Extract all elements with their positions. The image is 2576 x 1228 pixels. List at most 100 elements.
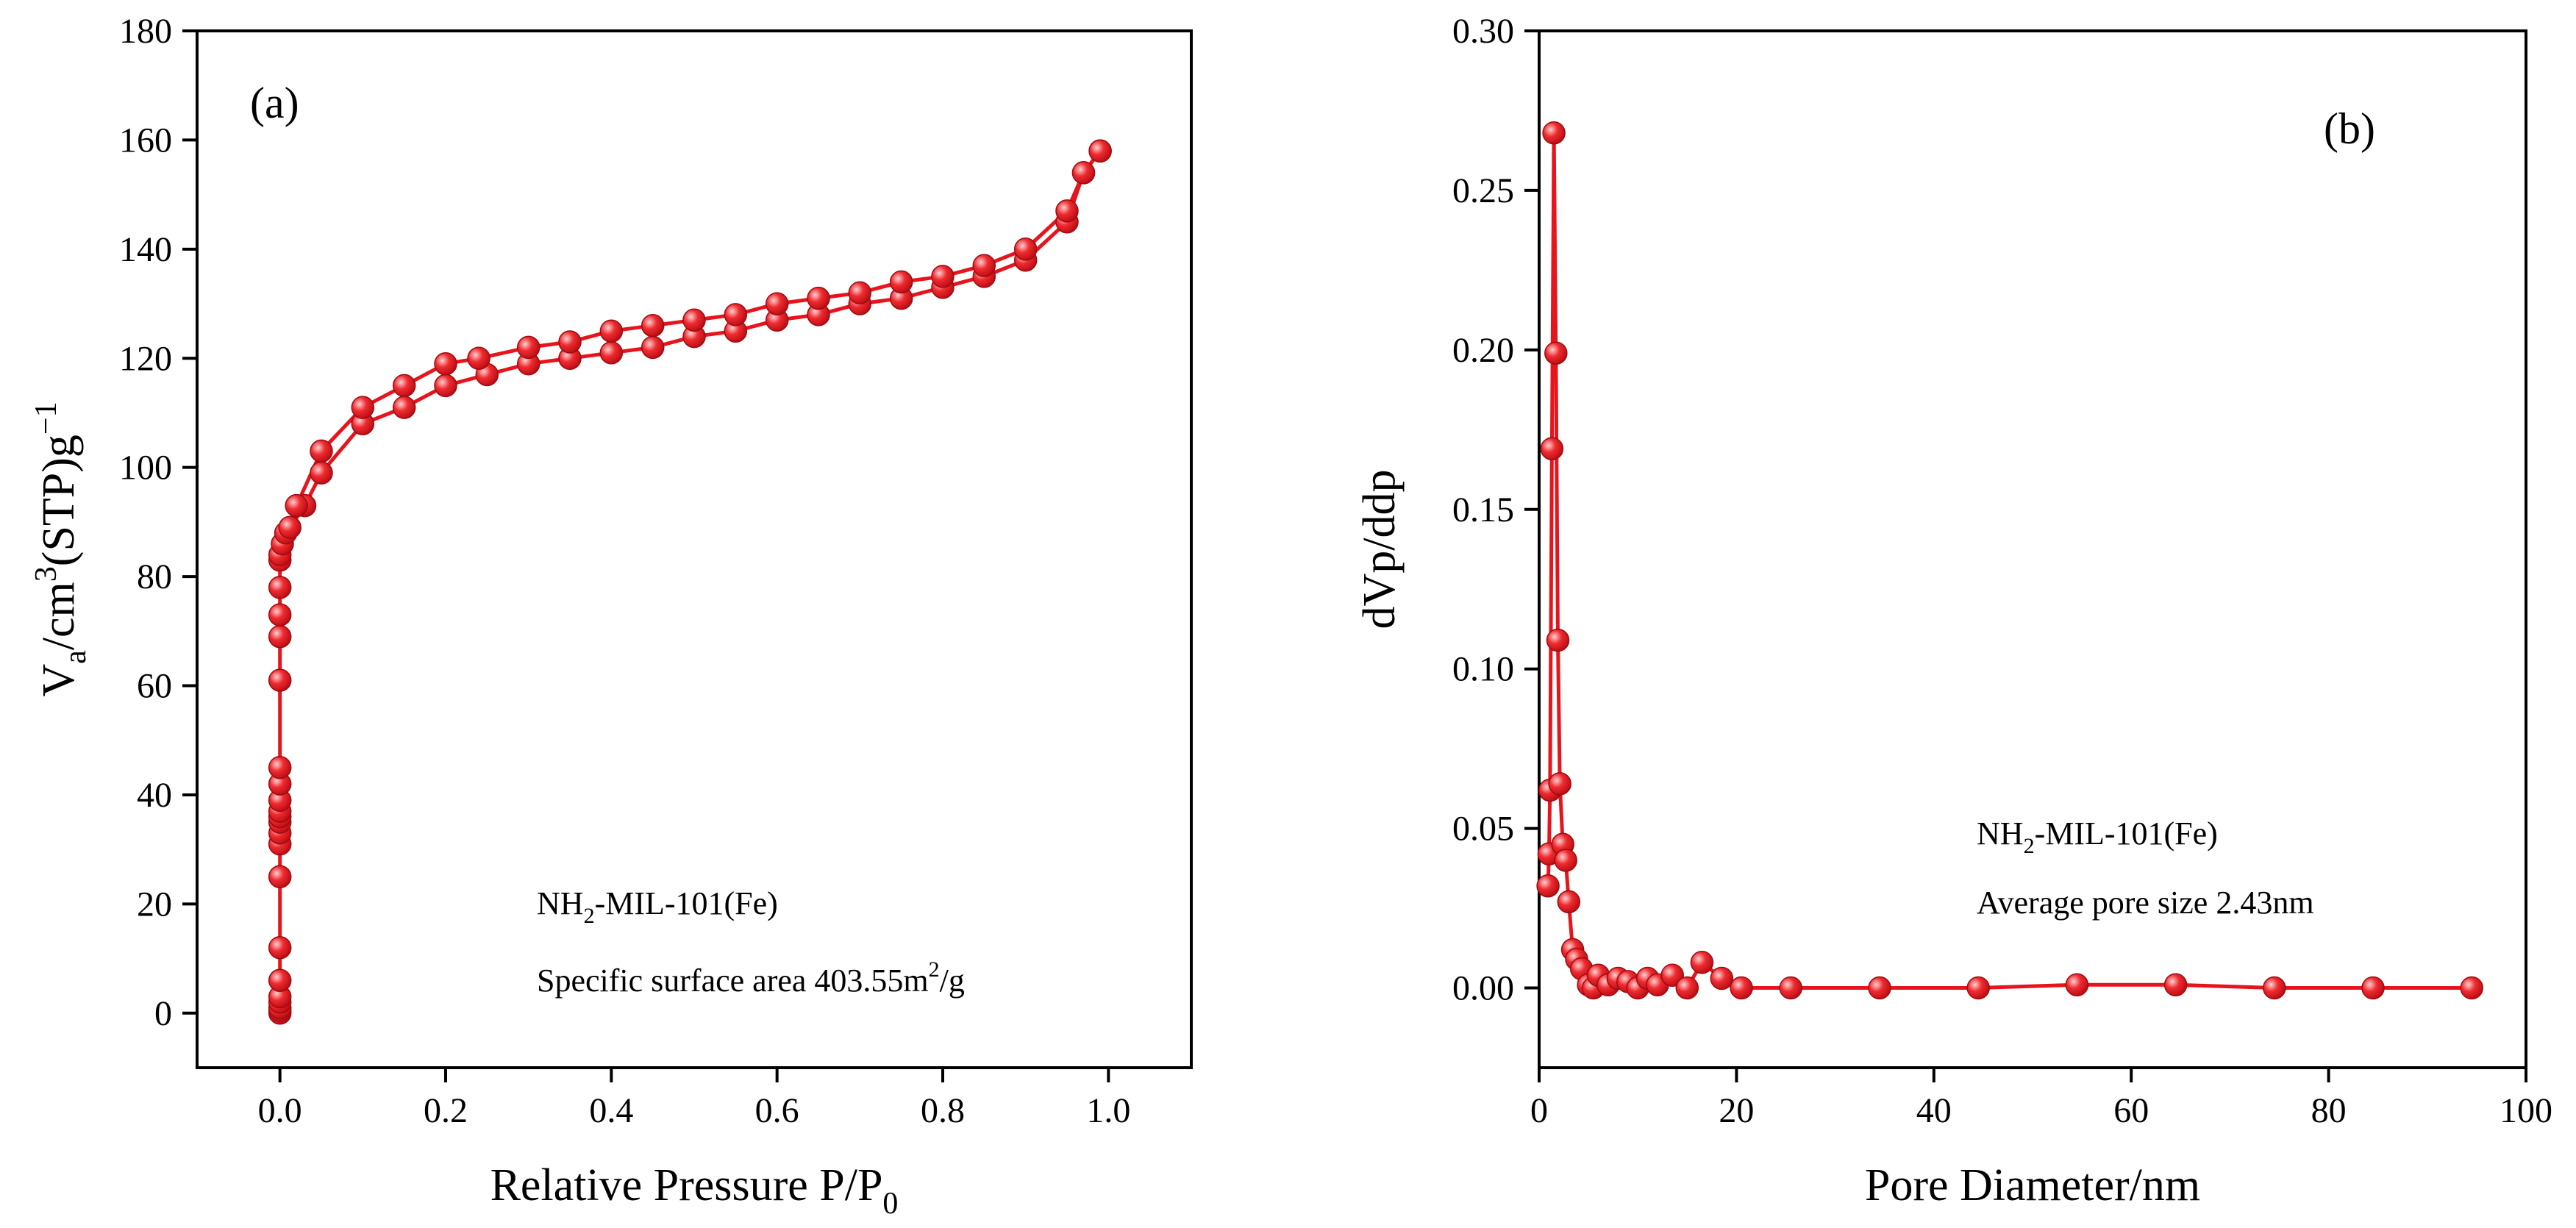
chart-b-panel-label: (b): [2324, 104, 2375, 153]
chart-a-data-point: [931, 265, 955, 288]
chart-b-data-point: [1710, 966, 1734, 990]
chart-b-x-axis-title: Pore Diameter/nm: [1865, 1160, 2200, 1210]
chart-b-series: [1536, 121, 2483, 1000]
chart-b-y-tick-label: 0.20: [1452, 331, 1514, 370]
chart-b-data-point: [2460, 976, 2483, 1000]
chart-a-data-point: [1013, 238, 1038, 261]
chart-b-data-point: [1868, 976, 1891, 1000]
chart-a-data-point: [972, 254, 996, 277]
chart-b-x-tick-label: 60: [2113, 1091, 2149, 1130]
chart-a: 0 20 40 60 80 100 120 140 160 180 0.0 0.2 0.4 0.6 0.8…: [29, 12, 1193, 1221]
chart-a-data-point: [392, 374, 416, 398]
chart-b-data-point: [1536, 874, 1560, 898]
chart-a-x-tick-label: 0.4: [589, 1091, 633, 1130]
chart-a-y-tick-label: 0: [154, 994, 172, 1033]
chart-b-data-point: [1542, 121, 1566, 145]
chart-a-y-tick-label: 100: [119, 449, 172, 488]
chart-a-data-point: [599, 319, 624, 343]
chart-b-sample-label: NH2-MIL-101(Fe): [1977, 815, 2218, 858]
chart-b-y-tick-label: 0.00: [1452, 969, 1514, 1008]
chart-a-data-point: [467, 346, 490, 371]
chart-a-x-tick-label: 0.0: [258, 1091, 302, 1130]
chart-a-data-point: [434, 374, 457, 398]
chart-b-x-tick-label: 0: [1530, 1091, 1548, 1130]
chart-b-data-point: [2163, 973, 2188, 996]
chart-a-x-tick-label: 0.6: [755, 1091, 799, 1130]
chart-b-data-point: [1675, 976, 1699, 1000]
chart-a-y-tick-label: 80: [137, 557, 172, 596]
chart-b-y-tick-label: 0.15: [1452, 490, 1514, 529]
chart-b-x-tick-label: 40: [1916, 1091, 1952, 1130]
chart-a-y-tick-label: 20: [137, 885, 172, 924]
chart-a-x-ticks: 0.0 0.2 0.4 0.6 0.8 1.0: [258, 1068, 1130, 1130]
chart-a-y-tick-label: 180: [119, 12, 172, 51]
chart-a-y-tick-label: 60: [137, 667, 172, 706]
chart-a-sample-label: NH2-MIL-101(Fe): [537, 885, 778, 928]
chart-b-data-point: [1660, 963, 1684, 987]
chart-a-data-point: [889, 270, 913, 294]
chart-b: 0.00 0.05 0.10 0.15 0.20 0.25 0.30 0 20 40 60 80 10…: [1355, 12, 2552, 1210]
chart-b-y-tick-label: 0.30: [1452, 12, 1514, 51]
chart-a-data-point: [641, 313, 665, 338]
chart-b-y-tick-label: 0.10: [1452, 650, 1514, 689]
chart-b-data-point: [1557, 890, 1581, 914]
chart-a-x-tick-label: 1.0: [1086, 1091, 1130, 1130]
chart-a-y-tick-label: 120: [119, 339, 172, 378]
chart-b-y-tick-label: 0.25: [1452, 171, 1514, 210]
chart-b-data-point: [1730, 976, 1753, 1000]
chart-a-data-point: [268, 756, 292, 779]
chart-b-x-tick-label: 20: [1719, 1091, 1754, 1130]
chart-a-data-point: [1055, 199, 1079, 223]
chart-a-data-point: [724, 303, 748, 326]
chart-a-data-point: [1088, 139, 1112, 163]
chart-a-data-point: [268, 624, 292, 649]
chart-a-data-point: [268, 968, 292, 993]
chart-a-data-point: [434, 351, 457, 376]
chart-a-data-point: [599, 341, 624, 365]
chart-a-y-tick-label: 40: [137, 776, 172, 815]
chart-a-data-point: [765, 292, 789, 315]
chart-a-data-point: [310, 461, 333, 485]
chart-a-data-point: [268, 865, 292, 889]
chart-b-data-point: [1544, 341, 1568, 365]
chart-b-y-tick-label: 0.05: [1452, 810, 1514, 849]
chart-b-data-point: [1554, 849, 1577, 872]
chart-b-pore-size-label: Average pore size 2.43nm: [1977, 885, 2314, 921]
chart-a-data-point: [641, 335, 665, 360]
chart-a-data-point: [351, 396, 375, 419]
chart-b-data-point: [1548, 772, 1571, 796]
chart-a-data-point: [392, 396, 416, 419]
chart-a-data-point: [516, 335, 540, 360]
chart-a-series-line: [294, 149, 1102, 507]
chart-b-data-point: [1540, 437, 1564, 461]
chart-b-data-point: [1779, 976, 1802, 1000]
chart-a-data-point: [848, 281, 872, 304]
chart-a-plot-frame: [196, 29, 1193, 1069]
chart-b-x-tick-label: 80: [2311, 1091, 2347, 1130]
chart-a-x-tick-label: 0.2: [424, 1091, 468, 1130]
chart-a-x-tick-label: 0.8: [921, 1091, 965, 1130]
chart-a-x-axis-title: Relative Pressure P/P0: [490, 1160, 899, 1221]
chart-a-y-axis-title: Va/cm3(STP)g−1: [29, 401, 93, 696]
chart-a-data-point: [558, 330, 582, 354]
chart-a-panel-label: (a): [250, 79, 299, 127]
chart-b-data-point: [2361, 976, 2385, 1000]
chart-a-y-tick-label: 140: [119, 230, 172, 269]
chart-b-y-ticks: 0.00 0.05 0.10 0.15 0.20 0.25 0.30: [1452, 12, 1539, 1008]
chart-b-data-point: [2065, 973, 2089, 996]
chart-b-data-point: [1690, 951, 1714, 974]
chart-b-series-line: [1546, 131, 2472, 990]
chart-b-x-tick-label: 100: [2500, 1091, 2552, 1130]
chart-a-data-point: [285, 493, 308, 518]
chart-a-y-tick-label: 160: [119, 121, 172, 160]
chart-b-data-point: [1546, 628, 1570, 652]
chart-b-data-point: [2263, 976, 2286, 1000]
chart-a-data-point: [1071, 161, 1096, 185]
chart-a-data-point: [310, 439, 333, 463]
chart-a-data-point: [807, 286, 830, 310]
chart-a-data-point: [268, 668, 292, 692]
chart-b-data-point: [1966, 976, 1990, 1000]
chart-a-data-point: [278, 515, 302, 540]
chart-a-surface-area-label: Specific surface area 403.55m2/g: [537, 957, 965, 999]
